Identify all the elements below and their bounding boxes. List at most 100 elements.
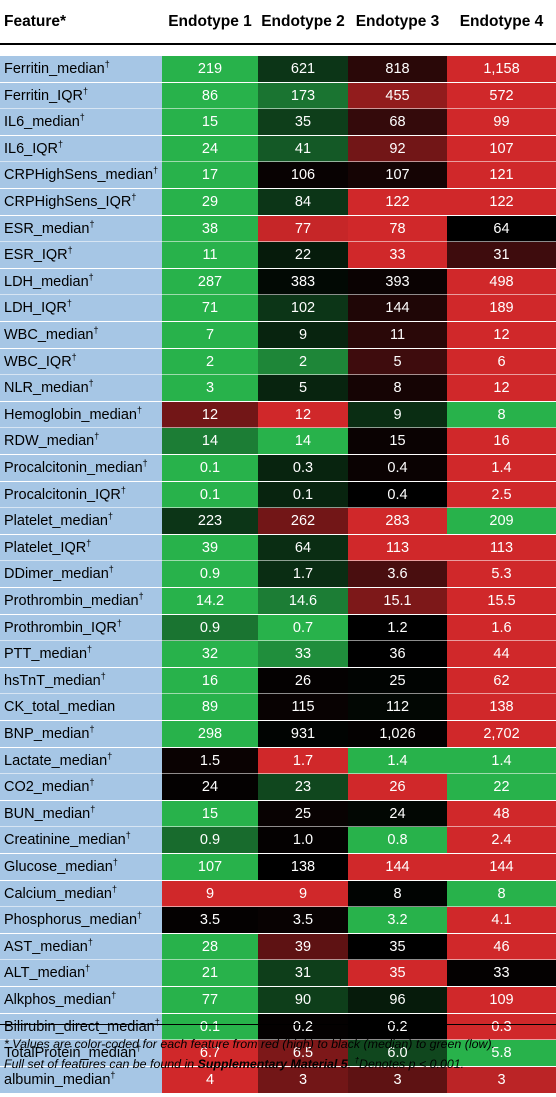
heatmap-cell: 26 [348,774,447,801]
feature-name: LDH_median [4,273,89,290]
heatmap-cell: 38 [162,215,258,242]
table-row: Procalcitonin_median† 0.1 0.3 0.4 1.4 [0,454,556,481]
heatmap-cell: 35 [348,933,447,960]
heatmap-cell: 96 [348,987,447,1013]
heatmap-cell: 498 [447,268,556,295]
feature-name: DDimer_median [4,566,109,583]
table-row: Procalcitonin_IQR† 0.1 0.1 0.4 2.5 [0,480,556,508]
feature-label: Lactate_median† [0,747,162,774]
table-row: CRPHighSens_IQR† 29 84 122 122 [0,188,556,215]
table-row: Alkphos_median† 77 90 96 109 [0,986,556,1013]
feature-label: Prothrombin_IQR† [0,614,162,641]
feature-label: Prothrombin_median† [0,588,162,614]
feature-name: TotalProtein_median [4,1045,137,1062]
significance-dagger: † [142,458,148,468]
feature-name: Glucose_median [4,859,113,875]
significance-dagger: † [94,431,100,442]
heatmap-cell: 12 [258,401,348,428]
heatmap-cell: 12 [447,322,556,348]
heatmap-cell: 6.0 [348,1040,447,1067]
heatmap-cell: 1,026 [348,721,447,747]
feature-name: ESR_median [4,220,90,237]
heatmap-cell: 1.4 [447,455,556,481]
feature-label: Creatinine_median† [0,827,162,854]
feature-name: Platelet_IQR [4,539,87,556]
significance-dagger: † [110,1069,116,1080]
feature-name: Hemoglobin_median [4,406,137,423]
footnote-text: Full set of features can be found in [4,1057,198,1071]
significance-dagger: † [104,59,110,69]
heatmap-cell: 223 [162,508,258,535]
feature-name: Platelet_median [4,513,108,530]
heatmap-cell: 5 [348,348,447,375]
heatmap-cell: 15.5 [447,588,556,614]
heatmap-cell: 35 [348,960,447,987]
heatmap-cell: 1.7 [258,561,348,588]
significance-dagger: † [87,644,93,655]
significance-dagger: † [107,750,113,761]
table-row: albumin_median† 4 3 3 3 [0,1065,556,1093]
significance-dagger: † [89,777,95,788]
table-row: ALT_median† 21 31 35 33 [0,959,556,987]
feature-label: BUN_median† [0,800,162,827]
table-row: Platelet_IQR† 39 64 113 113 [0,533,556,561]
feature-name: CRPHighSens_median [4,167,154,184]
heatmap-cell: 6 [447,348,556,375]
feature-name: CK_total_median [4,699,116,716]
feature-label: Calcium_median† [0,880,162,907]
feature-label: ALT_median† [0,960,162,987]
feature-name: Ferritin_median [4,61,105,77]
heatmap-cell: 0.9 [162,614,258,641]
feature-name: Phosphorus_median [4,912,138,929]
feature-label: WBC_median† [0,322,162,348]
significance-dagger: † [116,617,122,628]
heatmap-cell: 14.2 [162,588,258,614]
header-endotype-1: Endotype 1 [168,13,252,30]
table-row: Creatinine_median† 0.9 1.0 0.8 2.4 [0,826,556,854]
heatmap-cell: 68 [348,109,447,136]
heatmap-cell: 0.2 [348,1013,447,1040]
feature-name: PTT_median [4,646,88,663]
heatmap-cell: 9 [348,401,447,428]
feature-label: Ferritin_IQR† [0,82,162,109]
heatmap-cell: 24 [162,774,258,801]
feature-label: hsTnT_median† [0,667,162,694]
table-row: CO2_median† 24 23 26 22 [0,773,556,801]
feature-name: CRPHighSens_IQR [4,194,132,210]
heatmap-cell: 25 [258,800,348,827]
heatmap-cell: 107 [348,162,447,189]
significance-dagger: † [85,963,91,974]
heatmap-cell: 78 [348,215,447,242]
table-header: Feature* Endotype 1 Endotype 2 Endotype … [0,0,556,45]
table-row: Platelet_median† 223 262 283 209 [0,507,556,535]
heatmap-cell: 122 [447,189,556,215]
footnote-significance: Denotes p < 0.001. [359,1057,465,1071]
heatmap-cell: 0.9 [162,827,258,854]
heatmap-cell: 12 [447,375,556,402]
heatmap-cell: 1.0 [258,827,348,854]
heatmap-cell: 3.5 [162,907,258,934]
heatmap-cell: 29 [162,189,258,215]
table-row: PTT_median† 32 33 36 44 [0,640,556,668]
footnote: * Values are color-coded for each featur… [0,1024,556,1097]
heatmap-cell: 189 [447,295,556,322]
heatmap-cell: 3.5 [258,907,348,934]
heatmap-cell: 0.1 [162,1013,258,1040]
feature-label: LDH_median† [0,268,162,295]
significance-dagger: † [87,936,93,947]
heatmap-cell: 572 [447,82,556,109]
table-row: ESR_median† 38 77 78 64 [0,214,556,242]
significance-dagger: † [154,1016,160,1027]
heatmap-cell: 109 [447,987,556,1013]
heatmap-cell: 107 [447,135,556,162]
heatmap-cell: 92 [348,135,447,162]
heatmap-cell: 393 [348,268,447,295]
feature-name: Calcium_median [4,885,112,902]
table-row: TotalProtein_median† 6.7 6.5 6.0 5.8 [0,1039,556,1067]
significance-dagger: † [100,670,106,681]
feature-label: Bilirubin_direct_median† [0,1013,162,1040]
heatmap-cell: 931 [258,721,348,747]
table-row: BNP_median† 298 931 1,026 2,702 [0,720,556,747]
heatmap-cell: 2 [258,348,348,375]
feature-label: ESR_IQR† [0,242,162,269]
